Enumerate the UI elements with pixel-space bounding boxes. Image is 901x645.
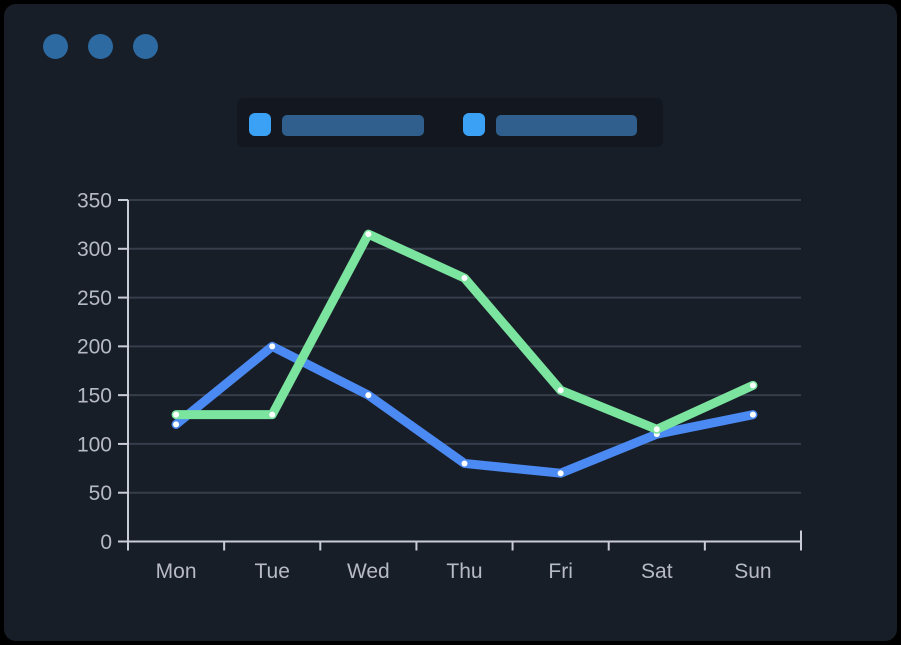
window-control-dot-1[interactable] [43, 34, 68, 59]
y-axis-label: 50 [89, 482, 112, 505]
chart-legend [237, 98, 663, 147]
series-green-point-Tue[interactable] [269, 411, 276, 418]
legend-label-redacted-bar [282, 115, 424, 136]
series-blue-point-Fri[interactable] [557, 470, 564, 477]
x-axis-label: Sat [641, 560, 673, 583]
line-chart[interactable]: 0 50 100 150 200 250 300 350 Mon Tue Wed Thu Fri Sat S… [4, 4, 897, 641]
series-green-point-Mon[interactable] [173, 411, 180, 418]
app-window-card: 0 50 100 150 200 250 300 350 Mon Tue Wed Thu Fri Sat S… [4, 4, 897, 641]
x-axis-label: Mon [156, 560, 197, 583]
y-axis-label: 250 [77, 287, 112, 310]
y-axis-label: 300 [77, 238, 112, 261]
series-green-point-Thu[interactable] [461, 275, 468, 282]
series-blue-point-Wed[interactable] [365, 392, 372, 399]
series-blue-point-Sun[interactable] [749, 411, 756, 418]
series-blue-line [171, 341, 758, 478]
series-green-point-Sat[interactable] [653, 426, 660, 433]
legend-swatch [463, 113, 485, 136]
window-control-dot-3[interactable] [133, 34, 158, 59]
y-axis-label: 0 [100, 531, 112, 554]
y-axis-label: 350 [77, 189, 112, 212]
axes [127, 200, 801, 543]
series-green-line [171, 229, 758, 434]
series-green-point-Sun[interactable] [749, 382, 756, 389]
x-axis-label: Thu [446, 560, 482, 583]
series-green-point-Fri[interactable] [557, 387, 564, 394]
series-blue-point-Tue[interactable] [269, 343, 276, 350]
series-blue-point-Mon[interactable] [173, 421, 180, 428]
legend-item-series-2[interactable] [463, 98, 638, 147]
series-blue-point-Thu[interactable] [461, 460, 468, 467]
window-controls [43, 34, 158, 59]
series-green-point-Wed[interactable] [365, 231, 372, 238]
y-axis-label: 150 [77, 384, 112, 407]
x-axis-label: Tue [255, 560, 290, 583]
x-axis-label: Wed [347, 560, 390, 583]
legend-item-series-1[interactable] [249, 98, 425, 147]
legend-swatch [249, 113, 271, 136]
window-control-dot-2[interactable] [88, 34, 113, 59]
y-axis-label: 200 [77, 336, 112, 359]
x-axis-label: Fri [548, 560, 573, 583]
y-axis-label: 100 [77, 433, 112, 456]
x-axis-label: Sun [734, 560, 771, 583]
legend-label-redacted-bar [496, 115, 637, 136]
